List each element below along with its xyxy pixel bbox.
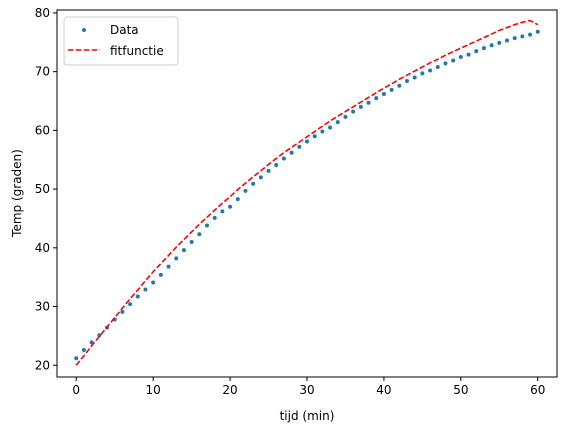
x-tick-label: 20: [222, 383, 237, 397]
data-point: [366, 100, 371, 105]
data-point: [520, 34, 525, 39]
data-point: [74, 356, 79, 361]
data-point: [420, 71, 425, 76]
data-point: [397, 83, 402, 88]
y-tick-label: 20: [35, 358, 50, 372]
legend-label-fit: fitfunctie: [110, 44, 164, 58]
data-point: [266, 168, 271, 173]
data-point: [497, 40, 502, 45]
data-point: [535, 29, 540, 34]
data-point: [212, 215, 217, 220]
data-point: [374, 96, 379, 101]
data-point: [151, 280, 156, 285]
data-point: [351, 109, 356, 114]
legend-box: [63, 16, 179, 66]
data-point: [428, 68, 433, 73]
data-point: [274, 163, 279, 168]
data-point: [358, 104, 363, 109]
x-tick-label: 0: [72, 383, 80, 397]
data-point: [451, 58, 456, 63]
data-point: [466, 52, 471, 57]
data-point: [251, 181, 256, 186]
data-point: [128, 302, 133, 307]
x-tick-label: 60: [530, 383, 545, 397]
data-point: [343, 114, 348, 119]
x-tick-label: 30: [299, 383, 314, 397]
data-point: [335, 120, 340, 125]
data-point: [281, 156, 286, 161]
x-axis-ticks: 0 10 20 30 40 50 60: [72, 377, 545, 397]
data-point: [289, 150, 294, 155]
data-point: [512, 36, 517, 41]
legend-label-data: Data: [110, 23, 139, 37]
data-point: [481, 46, 486, 51]
data-point: [474, 49, 479, 54]
x-tick-label: 10: [146, 383, 161, 397]
x-axis-label: tijd (min): [280, 409, 335, 423]
data-point: [412, 75, 417, 80]
data-point: [528, 32, 533, 37]
data-point: [189, 239, 194, 244]
data-point: [97, 333, 102, 338]
data-point: [381, 91, 386, 96]
data-point: [228, 204, 233, 209]
y-tick-label: 50: [35, 182, 50, 196]
x-tick-label: 50: [453, 383, 468, 397]
y-tick-label: 30: [35, 300, 50, 314]
data-point: [312, 134, 317, 139]
data-point: [405, 79, 409, 84]
data-point: [181, 248, 186, 253]
y-tick-label: 70: [35, 65, 50, 79]
data-point: [235, 197, 240, 202]
data-point: [328, 125, 333, 130]
data-point: [243, 188, 248, 193]
data-point: [458, 54, 463, 59]
data-point: [143, 287, 148, 292]
legend-marker-data: [82, 28, 86, 32]
data-point: [166, 264, 171, 269]
data-point: [158, 272, 163, 277]
y-axis-label: Temp (graden): [10, 149, 24, 238]
y-axis-ticks: 20 30 40 50 60 70 80: [35, 6, 57, 372]
data-point: [197, 232, 202, 237]
data-point: [205, 223, 209, 228]
y-tick-label: 60: [35, 123, 50, 137]
fit-line: [75, 19, 539, 366]
y-tick-label: 80: [35, 6, 50, 20]
data-point: [489, 43, 494, 48]
data-point: [174, 256, 179, 261]
data-point: [320, 129, 325, 134]
data-point: [81, 347, 86, 352]
data-layer: [74, 19, 540, 366]
legend: Data fitfunctie: [63, 16, 179, 66]
y-tick-label: 40: [35, 241, 50, 255]
x-tick-label: 40: [376, 383, 391, 397]
data-point: [297, 144, 302, 149]
data-point: [305, 139, 309, 144]
data-point: [443, 61, 448, 66]
data-point: [505, 38, 509, 43]
plot-area: [57, 10, 557, 377]
data-point: [120, 309, 125, 314]
data-point: [89, 340, 94, 345]
data-point: [135, 294, 140, 299]
data-point: [258, 175, 263, 180]
data-point: [389, 87, 394, 92]
data-point: [435, 64, 440, 69]
data-point: [220, 209, 225, 214]
